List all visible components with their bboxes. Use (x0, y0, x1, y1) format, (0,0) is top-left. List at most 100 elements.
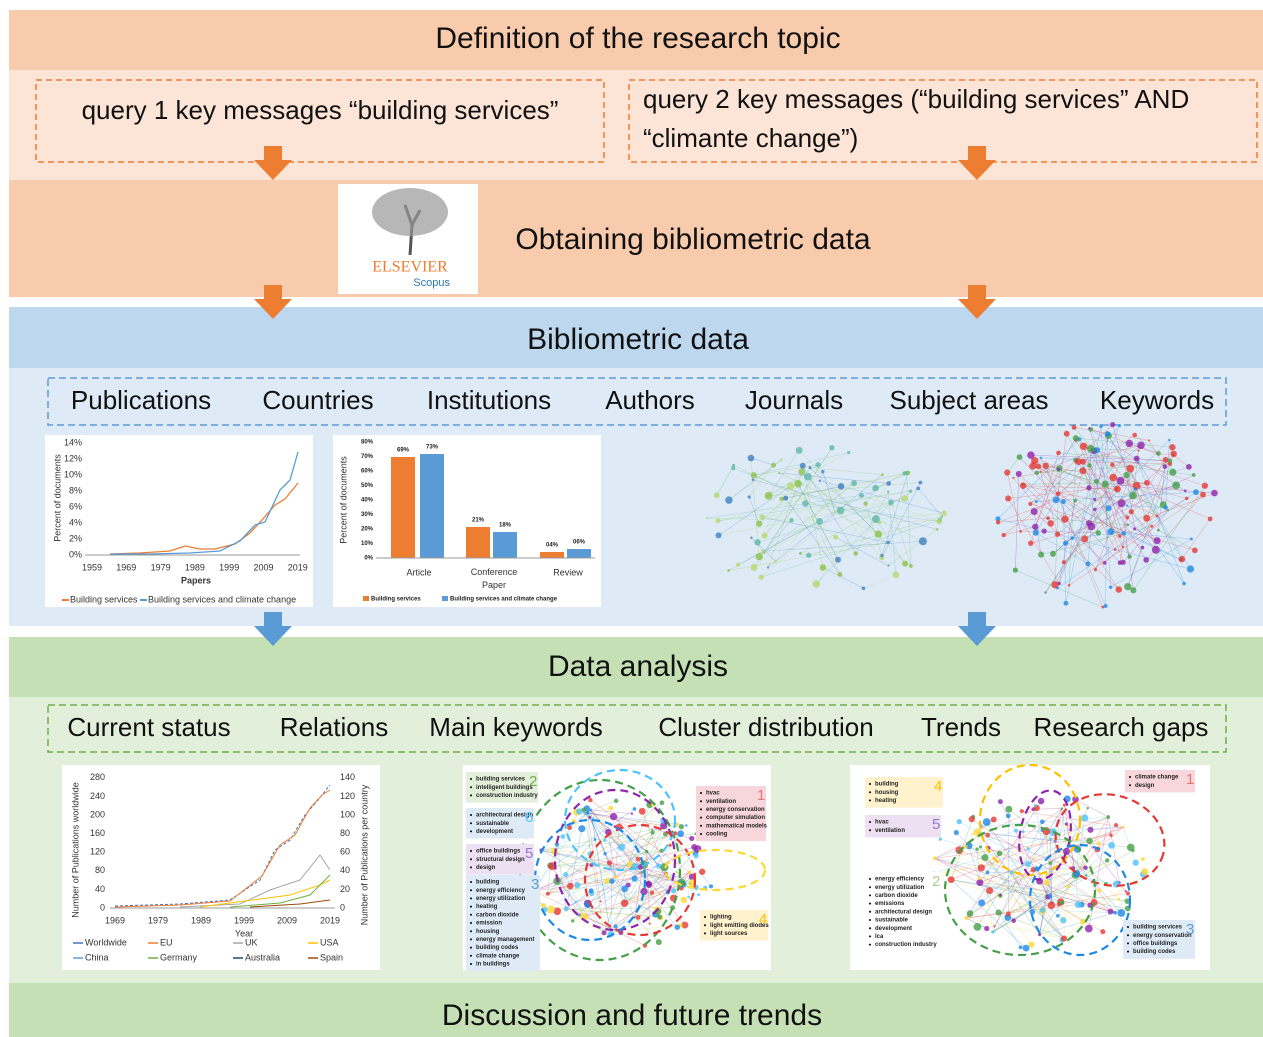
node (1038, 551, 1045, 558)
node (1207, 516, 1213, 522)
edge (1051, 845, 1112, 904)
label: Trends (921, 712, 1001, 742)
edge (566, 908, 660, 918)
node (936, 518, 943, 525)
node (1087, 826, 1094, 833)
node (1028, 501, 1033, 506)
label: architectural design (476, 813, 533, 819)
node (1192, 547, 1198, 554)
edge (1035, 532, 1089, 565)
edge (785, 497, 841, 575)
edge (1023, 826, 1124, 833)
edge (641, 811, 667, 874)
label: 40% (361, 498, 374, 504)
edge (590, 799, 690, 873)
node (990, 816, 997, 823)
node (984, 925, 990, 932)
category: Review (553, 567, 583, 577)
label: 21% (472, 518, 485, 524)
node (1103, 603, 1108, 608)
edge (1126, 475, 1135, 529)
node (1061, 515, 1069, 523)
label: energy conservation (706, 807, 765, 813)
label: 2009 (253, 562, 273, 572)
edge (757, 498, 905, 543)
bullet (869, 799, 871, 802)
label: energy efficiency (476, 888, 526, 894)
node (613, 798, 619, 804)
node (1064, 822, 1069, 826)
node (1201, 482, 1209, 489)
node (606, 860, 613, 866)
edge (717, 490, 911, 522)
node (991, 930, 995, 934)
edge (1052, 808, 1063, 833)
label: Germany (160, 952, 198, 962)
node (1022, 834, 1025, 837)
node (668, 843, 672, 847)
node (1011, 918, 1016, 924)
label: 1989 (185, 562, 205, 572)
edge (547, 865, 551, 894)
edge (1065, 425, 1102, 604)
cluster-outline (663, 848, 767, 892)
label: ventilation (706, 799, 736, 805)
label: USA (320, 937, 339, 947)
label: building services (1133, 925, 1183, 931)
label: 2009 (277, 915, 297, 925)
edge (1089, 465, 1147, 561)
label: ventilation (875, 828, 905, 834)
edge (583, 820, 664, 918)
node (872, 484, 879, 492)
network (706, 445, 947, 591)
node (1019, 530, 1022, 533)
edge (1036, 450, 1094, 474)
edge (1008, 482, 1147, 499)
node (1172, 481, 1181, 490)
bullet (704, 932, 706, 935)
edge (565, 874, 585, 917)
edge (552, 808, 635, 867)
arrow (958, 612, 996, 646)
node (981, 854, 989, 861)
edge (1006, 472, 1021, 532)
node (886, 540, 890, 545)
node (1114, 485, 1121, 493)
edge (610, 832, 654, 935)
node (693, 853, 699, 859)
edge (881, 482, 921, 558)
label: Building services (70, 594, 138, 604)
node (1086, 806, 1089, 810)
chart-bg (62, 765, 380, 970)
label: intelligent buildings (476, 785, 533, 791)
cluster-outline (1028, 843, 1132, 957)
edge (934, 838, 1051, 879)
node (1005, 495, 1012, 502)
node (588, 815, 592, 819)
label: 160 (90, 828, 105, 838)
node (966, 910, 974, 917)
node (802, 500, 809, 507)
label: 14% (64, 437, 82, 447)
node (1116, 476, 1125, 485)
edge (887, 491, 897, 575)
edge (587, 812, 591, 855)
bullet (700, 792, 702, 794)
bullet (470, 858, 472, 861)
label: Keywords (1100, 385, 1214, 415)
label: 1999 (219, 562, 239, 572)
label: Research gaps (1034, 712, 1209, 742)
edge (1054, 468, 1060, 585)
label: 280 (90, 772, 105, 782)
node (833, 534, 839, 540)
label: cooling (706, 832, 728, 838)
edge (1134, 498, 1187, 530)
edge (1087, 450, 1098, 564)
edge (762, 516, 889, 543)
node (901, 495, 908, 502)
node (837, 483, 845, 490)
node (1080, 918, 1087, 925)
node (1092, 507, 1097, 512)
edge (1127, 453, 1175, 587)
node (1088, 427, 1091, 430)
